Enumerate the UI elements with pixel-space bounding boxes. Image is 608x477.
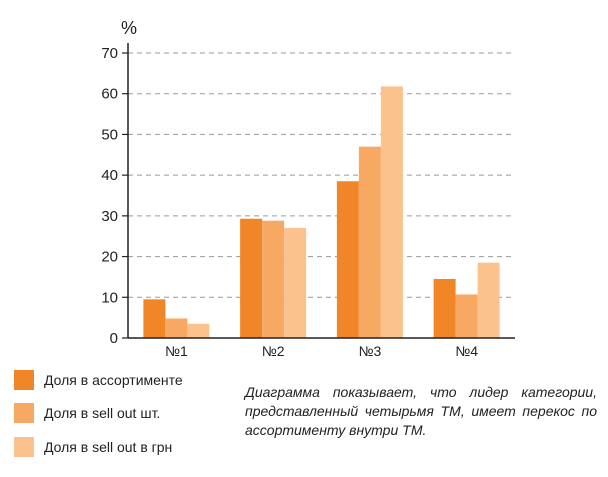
y-tick-label-0: 0 — [110, 330, 118, 347]
bar-4-series-2 — [455, 294, 478, 338]
legend-label-sellout-units: Доля в sell out шт. — [44, 405, 161, 421]
y-tick-label-10: 10 — [101, 289, 118, 306]
legend-swatch-sellout-uah — [14, 437, 34, 457]
bar-1-series-2 — [165, 318, 188, 338]
y-tick-label-60: 60 — [101, 86, 118, 103]
bar-1-series-3 — [187, 323, 210, 338]
y-axis-unit-label: % — [121, 18, 137, 38]
gridlines — [128, 52, 515, 298]
x-tick-label-4: №4 — [455, 343, 478, 359]
y-tick-label-30: 30 — [101, 208, 118, 225]
bar-3-series-3 — [380, 86, 403, 338]
bars — [143, 86, 500, 338]
legend-label-sellout-uah: Доля в sell out в грн — [44, 439, 173, 455]
legend-swatch-assortment — [14, 370, 34, 390]
axes — [122, 43, 515, 339]
y-tick-label-20: 20 — [101, 249, 118, 266]
y-tick-label-40: 40 — [101, 167, 118, 184]
x-tick-label-3: №3 — [358, 343, 381, 359]
legend-item-sellout-uah: Доля в sell out в грн — [14, 437, 172, 457]
bar-3-series-1 — [336, 181, 359, 338]
legend-item-assortment: Доля в ассортименте — [14, 370, 183, 390]
bar-2-series-3 — [284, 228, 307, 338]
bar-1-series-1 — [143, 299, 166, 338]
tick-labels: 0 10 20 30 40 50 60 70 №1 №2 №3 №4 — [101, 45, 478, 359]
chart-caption: Диаграмма показывает, что лидер категори… — [245, 384, 597, 438]
bar-4-series-3 — [477, 262, 500, 338]
legend-label-assortment: Доля в ассортименте — [44, 372, 183, 388]
bar-2-series-1 — [240, 218, 263, 338]
bar-4-series-1 — [433, 278, 456, 338]
y-tick-label-70: 70 — [101, 45, 118, 62]
x-tick-label-2: №2 — [262, 343, 285, 359]
bar-3-series-2 — [358, 146, 381, 338]
x-tick-label-1: №1 — [165, 343, 188, 359]
y-tick-label-50: 50 — [101, 126, 118, 143]
legend-swatch-sellout-units — [14, 403, 34, 423]
bar-2-series-2 — [262, 220, 285, 338]
legend-item-sellout-units: Доля в sell out шт. — [14, 403, 160, 423]
